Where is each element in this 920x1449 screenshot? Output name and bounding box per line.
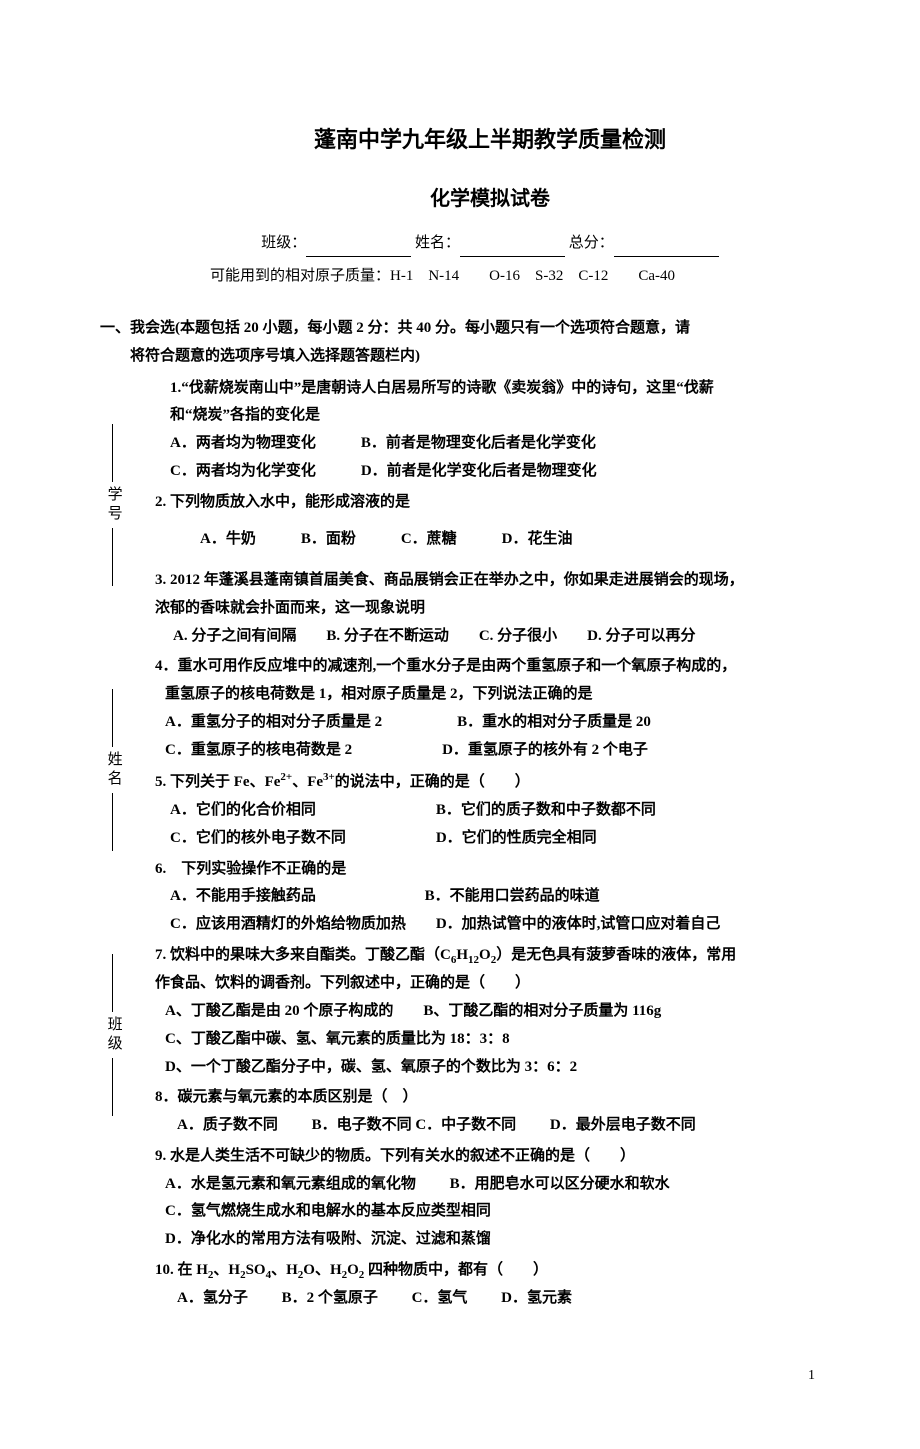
question-5: 5. 下列关于 Fe、Fe2+、Fe3+的说法中，正确的是（ ） A．它们的化合… — [155, 767, 825, 852]
label-class: 班级 — [85, 950, 141, 1120]
binding-labels: 学号 姓名 班级 — [85, 420, 141, 1120]
main-title: 蓬南中学九年级上半期教学质量检测 — [155, 120, 825, 161]
page-number: 1 — [155, 1363, 825, 1389]
question-7: 7. 饮料中的果味大多来自酯类。丁酸乙酯（C6H12O2）是无色具有菠萝香味的液… — [155, 942, 825, 1081]
label-student-id: 学号 — [85, 420, 141, 590]
score-label: 总分： — [569, 235, 614, 251]
score-blank[interactable] — [614, 239, 719, 257]
class-label: 班级： — [261, 235, 306, 251]
class-blank[interactable] — [306, 239, 411, 257]
atomic-mass-info: 可能用到的相对原子质量：H-1 N-14 O-16 S-32 C-12 Ca-4… — [155, 263, 825, 291]
question-2: 2. 下列物质放入水中，能形成溶液的是 A．牛奶 B．面粉 C．蔗糖 D．花生油 — [155, 489, 825, 565]
name-label: 姓名： — [415, 235, 460, 251]
question-8: 8．碳元素与氧元素的本质区别是（ ） A．质子数不同 B．电子数不同 C．中子数… — [155, 1084, 825, 1140]
question-4: 4．重水可用作反应堆中的减速剂,一个重水分子是由两个重氢原子和一个氧原子构成的，… — [155, 653, 825, 764]
student-info-row: 班级： 姓名： 总分： — [155, 230, 825, 258]
question-9: 9. 水是人类生活不可缺少的物质。下列有关水的叙述不正确的是（ ） A．水是氢元… — [155, 1143, 825, 1254]
label-name: 姓名 — [85, 685, 141, 855]
question-10: 10. 在 H2、H2SO4、H2O、H2O2 四种物质中，都有（ ） A．氢分… — [155, 1257, 825, 1313]
sub-title: 化学模拟试卷 — [155, 181, 825, 218]
question-3: 3. 2012 年蓬溪县蓬南镇首届美食、商品展销会正在举办之中，你如果走进展销会… — [155, 567, 825, 650]
section-1-header: 一、我会选(本题包括 20 小题，每小题 2 分：共 40 分。每小题只有一个选… — [100, 315, 825, 371]
question-6: 6. 下列实验操作不正确的是 A．不能用手接触药品 B．不能用口尝药品的味道 C… — [155, 856, 825, 939]
name-blank[interactable] — [460, 239, 565, 257]
question-1: 1.“伐薪烧炭南山中”是唐朝诗人白居易所写的诗歌《卖炭翁》中的诗句，这里“伐薪 … — [155, 375, 825, 486]
